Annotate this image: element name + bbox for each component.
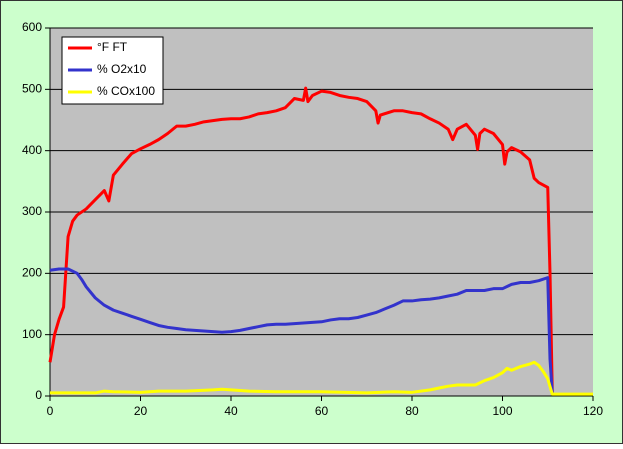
x-tick-label: 100 bbox=[492, 404, 512, 418]
x-tick-label: 60 bbox=[315, 404, 329, 418]
y-tick-label: 600 bbox=[22, 20, 42, 34]
y-tick-label: 0 bbox=[35, 388, 42, 402]
legend-label: °F FT bbox=[97, 40, 128, 54]
y-tick-label: 100 bbox=[22, 327, 42, 341]
series-line bbox=[48, 86, 554, 393]
series-line bbox=[49, 267, 554, 394]
x-tick-label: 40 bbox=[224, 404, 238, 418]
y-tick-label: 300 bbox=[22, 204, 42, 218]
y-tick-label: 200 bbox=[22, 266, 42, 280]
x-tick-label: 20 bbox=[134, 404, 148, 418]
y-tick-label: 400 bbox=[22, 143, 42, 157]
x-tick-label: 80 bbox=[405, 404, 419, 418]
legend-label: % COx100 bbox=[97, 84, 155, 98]
x-tick-label: 120 bbox=[583, 404, 603, 418]
y-tick-label: 500 bbox=[22, 82, 42, 96]
legend-label: % O2x10 bbox=[97, 62, 147, 76]
x-tick-label: 0 bbox=[47, 404, 54, 418]
series-line bbox=[50, 360, 593, 396]
